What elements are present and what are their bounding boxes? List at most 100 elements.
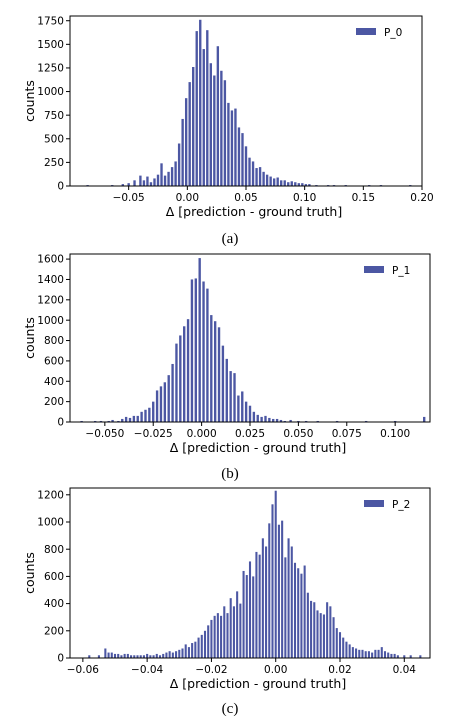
bar [335, 628, 338, 658]
y-tick-label: 1250 [37, 63, 64, 75]
y-tick-label: 1750 [37, 15, 64, 27]
bar [171, 363, 174, 422]
bar [241, 391, 244, 422]
bar [319, 613, 322, 658]
x-tick-label: −0.04 [131, 664, 163, 676]
bar [264, 415, 267, 422]
x-tick-label: 0.10 [293, 192, 316, 204]
bar [403, 655, 406, 658]
bar [284, 557, 287, 658]
bar [213, 321, 217, 422]
bar [252, 576, 255, 658]
bar [174, 161, 177, 186]
bar [393, 420, 397, 422]
bar [280, 180, 283, 186]
bars-group [86, 19, 412, 187]
chart-panel-1: −0.050 −0.025 0.000 0.025 0.050 0.075 0.100 0 20… [22, 253, 431, 482]
bar [139, 175, 142, 186]
bar [258, 167, 262, 186]
bar [409, 655, 412, 658]
bar [179, 335, 182, 422]
y-tick-label: 600 [44, 356, 64, 368]
bar [220, 70, 223, 186]
bar [272, 418, 275, 422]
bar [313, 602, 316, 658]
bar [236, 591, 239, 658]
bar [155, 390, 159, 422]
bar [377, 649, 380, 658]
bar [345, 641, 348, 658]
bar [213, 75, 216, 186]
bar [297, 420, 300, 422]
bar [265, 174, 269, 186]
bar [171, 652, 174, 658]
bar [188, 82, 191, 186]
bar [348, 644, 351, 658]
bar [361, 649, 364, 658]
y-axis-label: counts [22, 552, 37, 594]
bar [168, 651, 171, 658]
bar [210, 619, 213, 658]
bar [244, 401, 248, 422]
bar [156, 174, 160, 186]
x-tick-label: 0.00 [176, 192, 199, 204]
bar [261, 538, 264, 658]
bar [202, 49, 205, 187]
bar [126, 653, 129, 658]
bar [242, 570, 245, 658]
bar [175, 343, 178, 422]
bar [199, 19, 202, 187]
figure-caption: (a) [222, 231, 239, 247]
bar [303, 565, 306, 658]
bar [374, 649, 377, 658]
plot-frame [69, 253, 431, 423]
bar [117, 420, 120, 422]
bar [121, 418, 124, 422]
bar [88, 655, 91, 658]
bar [326, 602, 329, 658]
x-tick-label: −0.025 [134, 428, 173, 440]
bar [316, 610, 319, 658]
bar [290, 181, 293, 186]
bar [184, 98, 188, 186]
bar [239, 603, 242, 658]
bar [175, 651, 178, 658]
bar [234, 108, 237, 186]
bar [192, 67, 195, 186]
bar [351, 647, 354, 658]
bar [136, 655, 139, 658]
y-axis-label: counts [22, 317, 37, 359]
bar [203, 630, 207, 658]
bar [223, 606, 226, 658]
bar [104, 648, 107, 658]
bar [206, 288, 209, 422]
bar [139, 655, 142, 658]
x-axis-label: Δ [prediction - ground truth] [170, 440, 346, 455]
y-tick-label: 0 [57, 653, 64, 665]
bar [206, 30, 209, 187]
bar [158, 655, 162, 658]
y-tick-label: 1400 [37, 274, 64, 286]
bar [99, 420, 103, 422]
bar [186, 319, 190, 422]
y-tick-label: 0 [57, 417, 64, 429]
bar [342, 637, 345, 658]
bar [177, 143, 181, 186]
bar [232, 606, 235, 658]
bar [124, 416, 128, 422]
bar [244, 146, 248, 186]
bar [252, 411, 256, 422]
bar [117, 653, 120, 658]
bar [304, 420, 308, 422]
x-tick-label: 0.025 [235, 428, 265, 440]
bar [152, 655, 155, 658]
bar [251, 161, 255, 186]
bar [207, 625, 210, 658]
bar [387, 652, 390, 658]
bar [355, 648, 358, 658]
y-tick-label: 800 [44, 544, 64, 556]
bar [367, 651, 370, 658]
bar [220, 615, 223, 658]
bar [93, 420, 97, 422]
bar [162, 653, 165, 658]
